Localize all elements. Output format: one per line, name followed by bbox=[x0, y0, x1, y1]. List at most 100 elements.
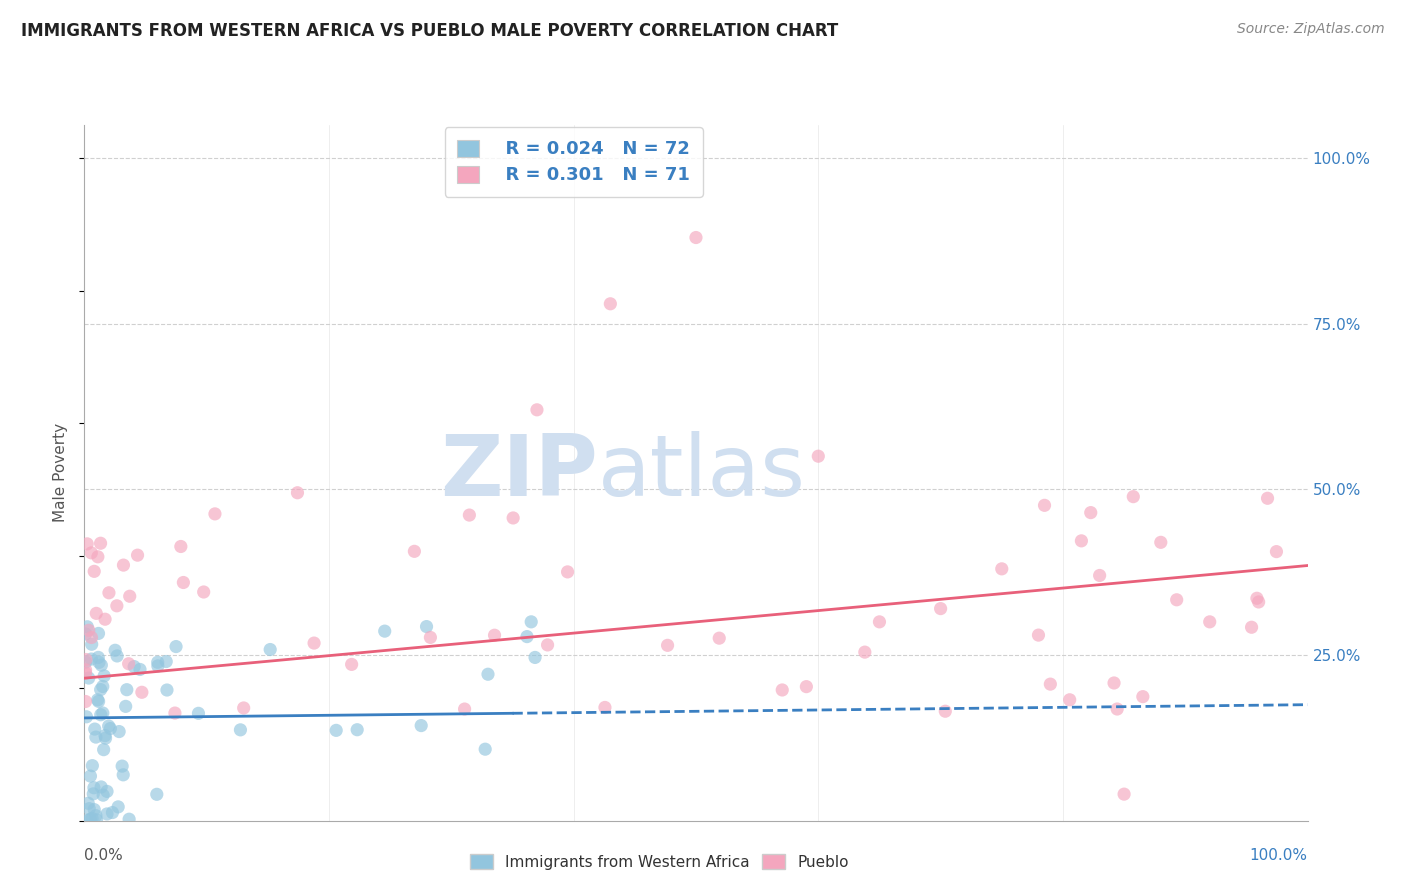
Point bbox=[657, 638, 679, 652]
Point bbox=[91, 680, 114, 694]
Point bbox=[520, 615, 543, 629]
Point bbox=[77, 802, 100, 816]
Point bbox=[117, 657, 139, 671]
Point bbox=[599, 297, 621, 311]
Point bbox=[516, 630, 538, 644]
Point bbox=[685, 230, 707, 244]
Text: Source: ZipAtlas.com: Source: ZipAtlas.com bbox=[1237, 22, 1385, 37]
Point bbox=[84, 808, 107, 822]
Point bbox=[770, 683, 793, 698]
Point bbox=[477, 667, 499, 681]
Point bbox=[232, 701, 254, 715]
Point bbox=[118, 812, 141, 826]
Point bbox=[75, 663, 97, 677]
Point bbox=[87, 650, 110, 665]
Point bbox=[934, 704, 956, 718]
Text: 0.0%: 0.0% bbox=[84, 848, 124, 863]
Point bbox=[709, 631, 731, 645]
Legend: Immigrants from Western Africa, Pueblo: Immigrants from Western Africa, Pueblo bbox=[464, 848, 855, 876]
Point bbox=[404, 544, 426, 558]
Point bbox=[80, 637, 103, 651]
Point bbox=[77, 797, 100, 811]
Point bbox=[94, 612, 117, 626]
Point bbox=[75, 694, 97, 708]
Point bbox=[287, 485, 309, 500]
Point bbox=[90, 682, 112, 697]
Point bbox=[76, 814, 98, 828]
Point bbox=[146, 787, 169, 801]
Point bbox=[91, 706, 114, 720]
Point bbox=[1070, 533, 1092, 548]
Point bbox=[453, 702, 475, 716]
Point bbox=[80, 652, 103, 666]
Point bbox=[114, 699, 136, 714]
Point bbox=[1059, 693, 1081, 707]
Point bbox=[526, 402, 548, 417]
Point bbox=[156, 683, 179, 698]
Point bbox=[129, 663, 152, 677]
Point bbox=[75, 710, 97, 724]
Point bbox=[259, 642, 281, 657]
Point bbox=[90, 658, 112, 673]
Point bbox=[1033, 499, 1056, 513]
Text: IMMIGRANTS FROM WESTERN AFRICA VS PUEBLO MALE POVERTY CORRELATION CHART: IMMIGRANTS FROM WESTERN AFRICA VS PUEBLO… bbox=[21, 22, 838, 40]
Point bbox=[87, 694, 110, 708]
Point bbox=[87, 626, 110, 640]
Point bbox=[86, 693, 108, 707]
Point bbox=[1107, 702, 1129, 716]
Point bbox=[165, 640, 187, 654]
Point bbox=[557, 565, 579, 579]
Point bbox=[929, 601, 952, 615]
Point bbox=[1114, 787, 1136, 801]
Point bbox=[93, 669, 115, 683]
Y-axis label: Male Poverty: Male Poverty bbox=[53, 423, 69, 523]
Point bbox=[193, 585, 215, 599]
Point bbox=[374, 624, 396, 639]
Point bbox=[524, 650, 547, 665]
Point bbox=[187, 706, 209, 721]
Point bbox=[122, 659, 145, 673]
Point bbox=[458, 508, 481, 522]
Point bbox=[91, 788, 114, 802]
Point bbox=[807, 449, 830, 463]
Point bbox=[1265, 544, 1288, 558]
Point bbox=[87, 549, 110, 564]
Point bbox=[302, 636, 325, 650]
Point bbox=[75, 666, 97, 681]
Point bbox=[112, 558, 135, 573]
Text: 100.0%: 100.0% bbox=[1250, 848, 1308, 863]
Point bbox=[1198, 615, 1220, 629]
Point bbox=[80, 812, 103, 826]
Point bbox=[1150, 535, 1173, 549]
Point bbox=[593, 700, 616, 714]
Point bbox=[96, 784, 118, 798]
Point bbox=[79, 769, 101, 783]
Point bbox=[83, 780, 105, 795]
Point bbox=[83, 803, 105, 817]
Point bbox=[340, 657, 363, 672]
Point bbox=[97, 586, 120, 600]
Point bbox=[97, 719, 120, 733]
Point bbox=[90, 536, 112, 550]
Point bbox=[75, 655, 97, 669]
Point bbox=[105, 599, 128, 613]
Point bbox=[502, 511, 524, 525]
Point bbox=[101, 805, 124, 820]
Point bbox=[163, 706, 186, 720]
Point bbox=[474, 742, 496, 756]
Point bbox=[77, 624, 100, 638]
Point bbox=[104, 643, 127, 657]
Point bbox=[80, 546, 103, 560]
Point bbox=[796, 680, 818, 694]
Point bbox=[76, 620, 98, 634]
Point bbox=[1039, 677, 1062, 691]
Point bbox=[108, 724, 131, 739]
Point bbox=[94, 731, 117, 746]
Point bbox=[77, 671, 100, 685]
Point bbox=[79, 812, 101, 826]
Text: ZIP: ZIP bbox=[440, 431, 598, 515]
Point bbox=[1247, 595, 1270, 609]
Point bbox=[1246, 591, 1268, 606]
Point bbox=[82, 787, 104, 801]
Point bbox=[115, 682, 138, 697]
